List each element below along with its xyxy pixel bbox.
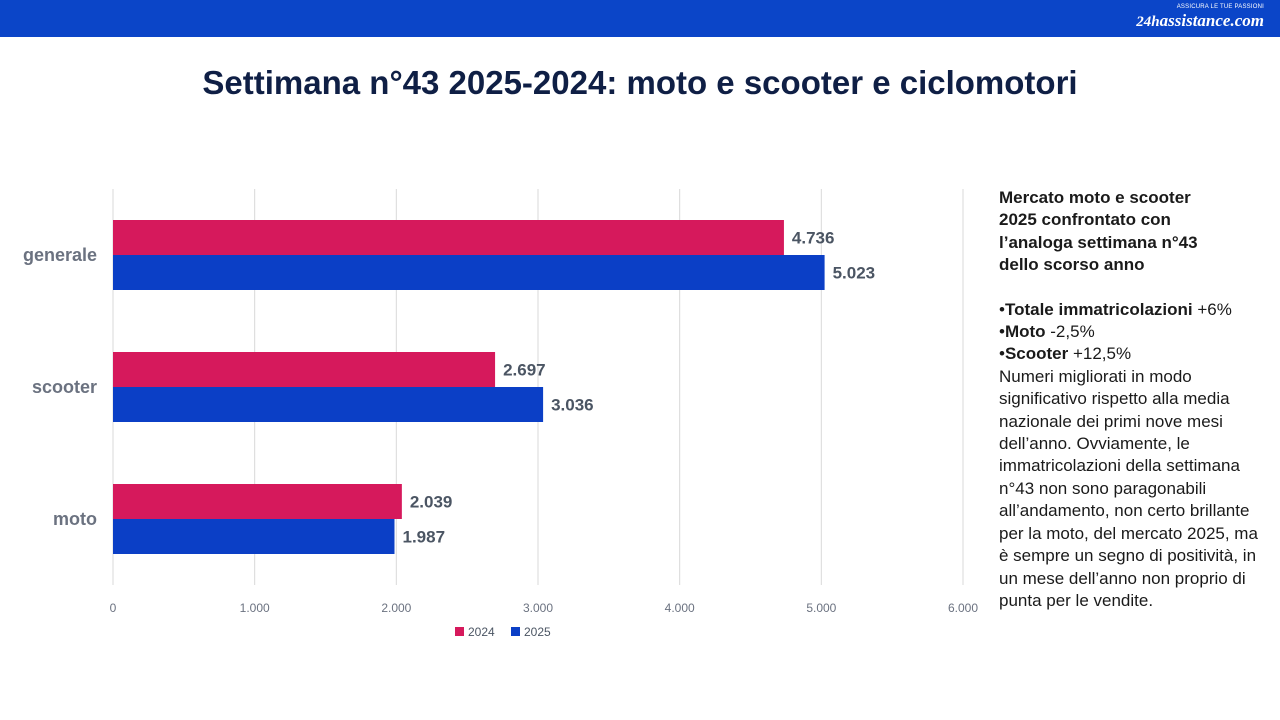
logo-brand-text: assistance.com (1159, 11, 1264, 30)
bar-2025-moto (113, 519, 395, 554)
legend-swatch (455, 627, 464, 636)
data-label: 3.036 (551, 396, 594, 415)
data-label: 4.736 (792, 229, 835, 248)
category-label: generale (23, 245, 97, 265)
brand-logo[interactable]: ASSICURA LE TUE PASSIONI 24hassistance.c… (1136, 4, 1264, 34)
bullet-term: Moto (1004, 322, 1046, 342)
slide-title: Settimana n°43 2025-2024: moto e scooter… (202, 64, 1078, 101)
x-tick-label: 0 (110, 601, 117, 615)
x-tick-label: 3.000 (523, 601, 553, 615)
data-label: 1.987 (402, 528, 445, 547)
top-banner: ASSICURA LE TUE PASSIONI 24hassistance.c… (0, 0, 1280, 37)
x-tick-label: 4.000 (665, 601, 695, 615)
bullet-totale: •Totale immatricolazioni +6% (999, 299, 1267, 321)
bullet-value: -2,5% (1045, 322, 1095, 342)
bullet-value: +6% (1192, 299, 1232, 319)
commentary-paragraph: Numeri migliorati in modo significativo … (999, 366, 1258, 610)
bullet-mark: • (999, 299, 1005, 319)
bullet-term: Totale immatricolazioni (1004, 299, 1193, 319)
data-label: 5.023 (833, 264, 876, 283)
logo-brand-num: 24h (1136, 14, 1160, 30)
category-label: moto (53, 509, 97, 529)
commentary-spacer (999, 277, 1267, 299)
bar-2025-scooter (113, 387, 544, 422)
bar-2024-moto (113, 484, 402, 519)
category-label: scooter (32, 377, 97, 397)
legend-label: 2024 (468, 625, 495, 639)
bar-2025-generale (113, 255, 825, 290)
data-label: 2.697 (503, 361, 546, 380)
x-tick-label: 5.000 (806, 601, 836, 615)
legend-swatch (511, 627, 520, 636)
bullet-scooter: •Scooter +12,5% (999, 343, 1267, 365)
side-commentary: Mercato moto e scooter 2025 confrontato … (999, 187, 1267, 612)
bullet-mark: • (999, 322, 1005, 342)
legend-label: 2025 (524, 625, 551, 639)
bullet-mark: • (999, 344, 1005, 364)
bar-chart: 0 1.000 2.000 3.000 4.000 5.000 6.000 generale 4… (23, 189, 978, 639)
x-tick-label: 1.000 (240, 601, 270, 615)
bullet-value: +12,5% (1068, 344, 1132, 364)
logo-brand: 24hassistance.com (1136, 11, 1264, 31)
bullet-moto: •Moto -2,5% (999, 321, 1267, 343)
bar-2024-generale (113, 220, 784, 255)
bar-2024-scooter (113, 352, 496, 387)
x-tick-label: 2.000 (381, 601, 411, 615)
x-tick-label: 6.000 (948, 601, 978, 615)
bullet-term: Scooter (1004, 344, 1069, 364)
commentary-heading: Mercato moto e scooter 2025 confrontato … (999, 188, 1198, 275)
logo-tagline: ASSICURA LE TUE PASSIONI (1176, 4, 1264, 10)
data-label: 2.039 (410, 493, 453, 512)
